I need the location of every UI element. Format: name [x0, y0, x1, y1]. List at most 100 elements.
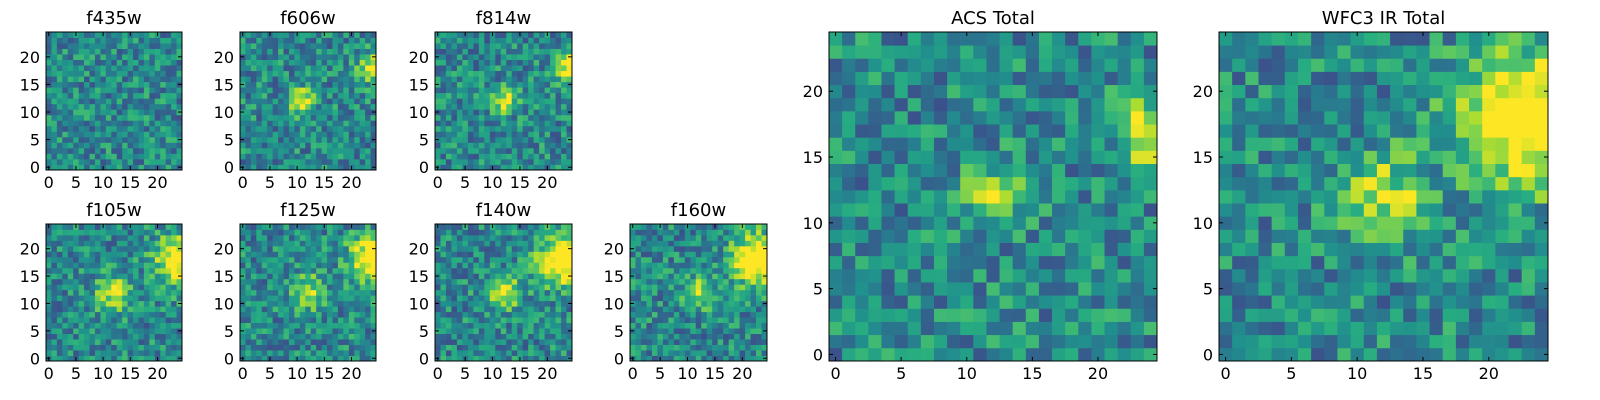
heatmap-cell	[973, 189, 987, 204]
heatmap-cell	[245, 125, 252, 132]
heatmap-cell	[51, 70, 58, 77]
heatmap-cell	[327, 322, 333, 329]
heatmap-cell	[473, 70, 480, 77]
heatmap-cell	[451, 339, 458, 345]
heatmap-cell	[668, 322, 675, 329]
heatmap-cell	[78, 355, 85, 362]
heatmap-cell	[261, 87, 268, 94]
heatmap-cell	[51, 317, 58, 324]
heatmap-cell	[750, 306, 757, 313]
heatmap-cell	[143, 224, 150, 230]
heatmap-cell	[495, 158, 502, 165]
heatmap-cell	[462, 317, 469, 324]
heatmap-cell	[1038, 308, 1053, 322]
heatmap-cell	[278, 355, 284, 362]
heatmap-cell	[668, 267, 675, 274]
heatmap-cell	[105, 328, 112, 334]
heatmap-cell	[143, 147, 150, 154]
heatmap-cell	[365, 322, 371, 329]
heatmap-cell	[116, 306, 123, 313]
heatmap-cell	[143, 158, 150, 165]
heatmap-cell	[73, 158, 80, 165]
heatmap-cell	[267, 70, 274, 77]
heatmap-cell	[550, 350, 556, 356]
heatmap-cell	[635, 240, 642, 247]
heatmap-cell	[343, 322, 350, 329]
heatmap-cell	[517, 54, 524, 60]
heatmap-cell	[160, 92, 167, 99]
heatmap-cell	[1130, 216, 1145, 230]
heatmap-cell	[829, 216, 843, 230]
heatmap-cell	[283, 76, 290, 83]
heatmap-cell	[646, 322, 653, 329]
heatmap-cell	[294, 59, 301, 66]
heatmap-cell	[288, 92, 295, 99]
heatmap-cell	[489, 103, 496, 110]
heatmap-cell	[359, 43, 366, 49]
heatmap-cell	[327, 344, 333, 351]
heatmap-cell	[348, 306, 355, 313]
heatmap-cell	[343, 295, 350, 302]
heatmap-cell	[539, 322, 545, 329]
heatmap-cell	[73, 284, 80, 291]
heatmap-cell	[495, 48, 502, 55]
heatmap-cell	[528, 245, 535, 252]
heatmap-cell	[165, 328, 172, 334]
heatmap-cell	[149, 153, 156, 160]
heatmap-cell	[288, 224, 295, 230]
heatmap-cell	[745, 295, 751, 302]
heatmap-cell	[544, 278, 551, 285]
heatmap-cell	[1104, 282, 1119, 296]
axes-frame	[45, 223, 183, 362]
heatmap-cell	[679, 306, 686, 313]
heatmap-cell	[299, 120, 306, 127]
heatmap-cell	[62, 76, 69, 83]
heatmap-cell	[51, 344, 58, 351]
heatmap-cell	[62, 262, 69, 269]
heatmap-cell	[310, 109, 317, 116]
heatmap-cell	[456, 87, 463, 94]
heatmap-cell	[343, 136, 350, 143]
heatmap-cell	[294, 339, 301, 345]
heatmap-cell	[478, 251, 485, 258]
heatmap-cell	[354, 339, 361, 345]
heatmap-cell	[348, 311, 355, 318]
heatmap-cell	[256, 153, 263, 160]
x-tick-label: 5	[265, 364, 275, 383]
heatmap-cell	[473, 317, 480, 324]
heatmap-cell	[445, 98, 452, 105]
heatmap-cell	[706, 256, 713, 263]
heatmap-cell	[111, 87, 118, 94]
heatmap-cell	[365, 43, 371, 49]
heatmap-cell	[462, 114, 469, 121]
heatmap-cell	[160, 278, 167, 285]
heatmap-cell	[261, 306, 268, 313]
heatmap-cell	[240, 98, 246, 105]
y-tick-label: 20	[604, 240, 624, 259]
heatmap-cell	[451, 306, 458, 313]
heatmap-cell	[354, 328, 361, 334]
heatmap-cell	[690, 251, 697, 258]
heatmap-cell	[171, 295, 177, 302]
heatmap-cell	[728, 278, 735, 285]
heatmap-cell	[907, 229, 922, 243]
heatmap-cell	[528, 267, 535, 274]
heatmap-cell	[310, 311, 317, 318]
heatmap-cell	[278, 300, 284, 307]
heatmap-cell	[750, 295, 757, 302]
heatmap-cell	[646, 317, 653, 324]
heatmap-cell	[933, 334, 948, 349]
heatmap-cell	[467, 37, 474, 44]
heatmap-cell	[1130, 229, 1145, 243]
heatmap-cell	[256, 333, 263, 340]
heatmap-cell	[316, 317, 322, 324]
heatmap-cell	[673, 251, 680, 258]
heatmap-cell	[712, 300, 719, 307]
heatmap-cell	[278, 295, 284, 302]
heatmap-cell	[544, 295, 551, 302]
heatmap-cell	[435, 48, 441, 55]
heatmap-cell	[337, 153, 344, 160]
heatmap-cell	[756, 229, 762, 236]
heatmap-cell	[160, 251, 167, 258]
heatmap-cell	[1012, 176, 1027, 191]
